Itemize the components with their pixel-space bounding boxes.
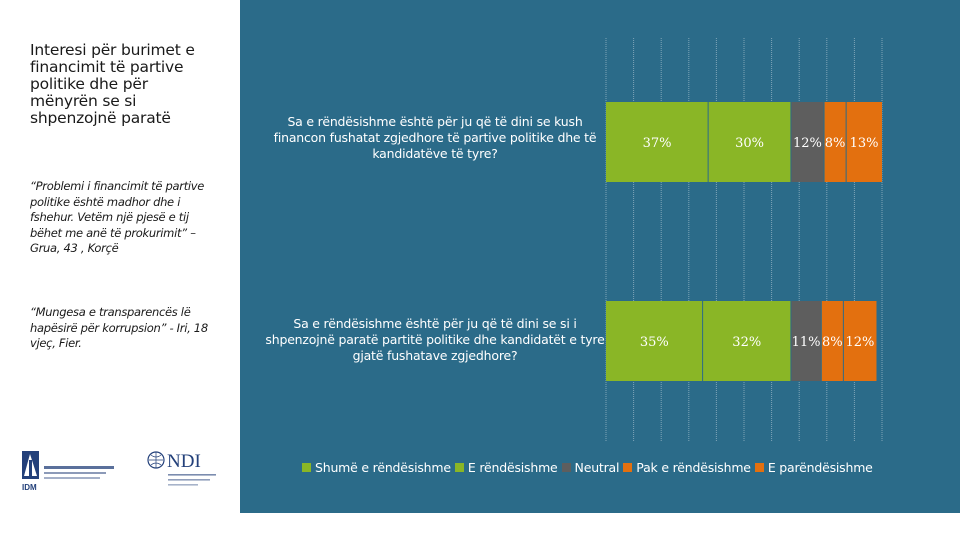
- legend-label: Neutral: [574, 460, 620, 475]
- bar-segment: [702, 301, 791, 381]
- legend-label: E rëndësishme: [467, 460, 558, 475]
- idm-logo-text: IDM: [22, 483, 37, 492]
- legend-label: Shumë e rëndësishme: [315, 460, 451, 475]
- data-label: 35%: [640, 335, 669, 350]
- category-label-financing: Sa e rëndësishme është për ju që të dini…: [273, 114, 597, 161]
- ndi-logo: NDI: [147, 451, 216, 486]
- bar-segment: [606, 102, 709, 182]
- chart-panel: [240, 0, 960, 513]
- legend-item-pak-e-rendesishme: Pak e rëndësishme: [623, 460, 751, 475]
- bar-segment: [790, 301, 822, 381]
- bar-segment: [846, 102, 882, 182]
- legend-swatch: [623, 463, 633, 472]
- legend-swatch: [454, 463, 464, 472]
- bar-segment: [790, 102, 825, 182]
- legend-swatch: [561, 463, 571, 472]
- data-label: 11%: [792, 335, 821, 350]
- idm-logo: IDM: [22, 451, 114, 492]
- quote-korce: “Problemi i financimit të partive politi…: [30, 179, 205, 255]
- legend-label: Pak e rëndësishme: [636, 460, 751, 475]
- category-label-spending: Sa e rëndësishme është për ju që të dini…: [265, 316, 605, 363]
- bar-segment: [824, 102, 847, 182]
- bar-segment: [843, 301, 877, 381]
- slide-heading: Interesi për burimet e financimit të par…: [30, 41, 195, 127]
- bar-segment: [821, 301, 844, 381]
- data-label: 8%: [825, 136, 846, 151]
- legend-label: E parëndësishme: [767, 460, 873, 475]
- legend-swatch: [754, 463, 764, 472]
- data-label: 8%: [822, 335, 843, 350]
- legend-item-e-rendesishme: E rëndësishme: [454, 460, 558, 475]
- data-label: 30%: [735, 136, 764, 151]
- legend-item-e-parendesishme: E parëndësishme: [754, 460, 873, 475]
- data-label: 12%: [793, 136, 822, 151]
- legend-swatch: [302, 463, 311, 472]
- bar-segment: [708, 102, 791, 182]
- chart-legend: Shumë e rëndësishme E rëndësishme Neutra…: [302, 460, 877, 475]
- legend-item-neutral: Neutral: [561, 460, 620, 475]
- data-label: 12%: [845, 335, 874, 350]
- bar-segment: [606, 301, 703, 381]
- data-label: 37%: [643, 136, 672, 151]
- legend-item-shume-e-rendesishme: Shumë e rëndësishme: [302, 460, 451, 475]
- data-label: 32%: [732, 335, 761, 350]
- data-label: 13%: [850, 136, 879, 151]
- bottom-strip: [240, 513, 960, 540]
- left-panel: Interesi për burimet e financimit të par…: [0, 0, 240, 540]
- ndi-logo-text: NDI: [167, 451, 201, 472]
- quote-fier: “Mungesa e transparencës lë hapësirë për…: [30, 305, 208, 350]
